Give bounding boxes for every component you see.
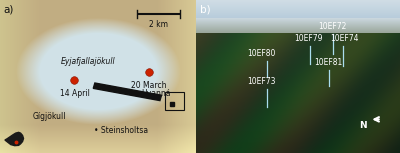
Text: Hvanná: Hvanná	[141, 89, 170, 98]
Text: • Steinsholtsa: • Steinsholtsa	[94, 126, 148, 134]
Text: N: N	[360, 121, 367, 130]
Polygon shape	[5, 132, 24, 146]
Text: 10EF79: 10EF79	[294, 34, 322, 43]
Text: 10EF73: 10EF73	[247, 77, 276, 86]
Text: a): a)	[3, 5, 13, 15]
Text: 10EF74: 10EF74	[331, 34, 359, 43]
Text: b): b)	[200, 5, 211, 15]
Text: 2 km: 2 km	[149, 20, 168, 29]
Text: 10EF72: 10EF72	[318, 22, 347, 31]
Text: 14 April: 14 April	[60, 89, 90, 98]
Text: 10EF81: 10EF81	[314, 58, 342, 67]
Text: Gígjökull: Gígjökull	[32, 112, 66, 121]
Polygon shape	[93, 83, 162, 101]
Text: Eyjafjallajökull: Eyjafjallajökull	[61, 57, 116, 66]
Text: 10EF80: 10EF80	[247, 49, 275, 58]
Bar	[165, 92, 184, 110]
Text: 20 March: 20 March	[131, 81, 167, 90]
